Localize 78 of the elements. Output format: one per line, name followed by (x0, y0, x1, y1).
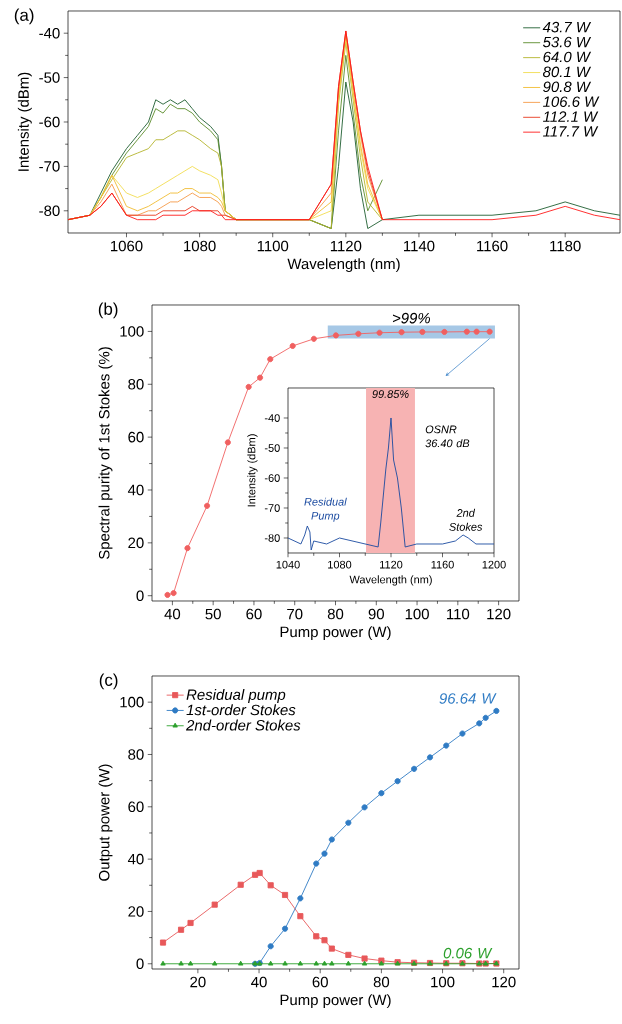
y-tick-label: -80 (264, 534, 280, 542)
band-label: 99.85% (372, 390, 409, 398)
x-tick-label: 80 (373, 976, 390, 988)
x-tick-label: 100 (405, 608, 429, 620)
legend-label: 2nd-order Stokes (186, 719, 301, 731)
x-tick-label: 40 (164, 608, 181, 620)
legend-label: Residual pump (186, 688, 286, 703)
x-tick-label: 1120 (330, 240, 362, 252)
annotation: OSNR 36.40 dB (425, 425, 470, 448)
x-tick-label: 50 (205, 608, 221, 620)
x-axis-title: Wavelength (nm) (287, 258, 400, 273)
x-tick-label: 1140 (404, 240, 435, 252)
y-tick-label: -70 (39, 161, 60, 172)
x-tick-label: 60 (312, 976, 328, 988)
x-tick-label: 1100 (257, 240, 289, 252)
chart-title: (c) (99, 673, 118, 690)
annotation: 0.06 W (443, 947, 493, 959)
x-tick-label: 80 (327, 608, 344, 620)
y-tick-label: 100 (120, 696, 144, 708)
chart-title: (a) (14, 8, 34, 25)
y-axis-title: Spectral purity of 1st Stokes (%) (98, 347, 113, 560)
x-tick-label: 70 (287, 608, 303, 620)
legend-label: 90.8 W (543, 81, 592, 93)
y-tick-label: -50 (264, 444, 280, 452)
y-tick-label: -40 (264, 414, 280, 422)
y-tick-label: 80 (128, 378, 144, 390)
y-tick-label: 60 (128, 431, 144, 443)
x-tick-label: 120 (487, 608, 511, 620)
y-tick-label: -40 (39, 27, 60, 39)
legend-label: 106.6 W (543, 96, 600, 107)
x-tick-label: 1160 (431, 560, 454, 569)
x-tick-label: 120 (492, 976, 516, 988)
annotation: 2nd Stokes (449, 508, 483, 531)
x-tick-label: 60 (246, 608, 262, 620)
x-tick-label: 1080 (184, 240, 216, 252)
y-tick-label: 40 (127, 484, 144, 496)
legend-label: 1st-order Stokes (186, 704, 296, 716)
legend-label: 117.7 W (543, 126, 599, 137)
y-axis-title: Intensity (dBm) (247, 434, 258, 507)
y-tick-label: 100 (120, 326, 144, 337)
x-tick-label: 1080 (328, 560, 352, 569)
x-tick-label: 90 (368, 608, 384, 620)
annotation: 96.64 W (439, 693, 497, 704)
y-axis-title: Output power (W) (98, 764, 113, 881)
x-tick-label: 1160 (477, 240, 508, 252)
y-tick-label: 20 (128, 906, 144, 917)
y-tick-label: -70 (264, 504, 280, 512)
x-axis-title: Pump power (W) (280, 626, 391, 641)
legend-label: 112.1 W (543, 111, 599, 122)
x-tick-label: 20 (190, 976, 206, 988)
y-tick-label: -80 (39, 205, 60, 217)
x-tick-label: 1060 (111, 240, 143, 252)
x-tick-label: 1120 (380, 560, 403, 569)
y-tick-label: 0 (136, 590, 144, 601)
y-tick-label: -60 (39, 116, 60, 128)
chart-title: (b) (98, 302, 118, 319)
y-tick-label: -60 (264, 474, 280, 482)
legend-label: 43.7 W (542, 21, 592, 33)
y-tick-label: 80 (128, 749, 144, 760)
y-tick-label: 60 (128, 801, 144, 813)
legend-label: 53.6 W (542, 36, 592, 48)
x-tick-label: 100 (431, 976, 455, 988)
y-tick-label: 0 (136, 958, 144, 970)
x-tick-label: 1180 (550, 240, 581, 252)
legend-label: 80.1 W (543, 66, 592, 78)
y-tick-label: 20 (128, 537, 144, 549)
y-tick-label: 40 (127, 853, 144, 865)
x-axis-title: Pump power (W) (280, 994, 391, 1009)
annotation: Residual Pump (304, 497, 347, 522)
x-tick-label: 1200 (482, 560, 506, 569)
y-tick-label: -50 (39, 72, 60, 83)
y-axis-title: Intensity (dBm) (17, 72, 32, 171)
x-tick-label: 40 (251, 976, 267, 988)
band-label: >99% (392, 312, 431, 324)
x-tick-label: 1040 (276, 560, 300, 569)
x-tick-label: 110 (447, 608, 470, 620)
x-axis-title: Wavelength (nm) (349, 575, 432, 586)
legend-label: 64.0 W (543, 51, 592, 63)
